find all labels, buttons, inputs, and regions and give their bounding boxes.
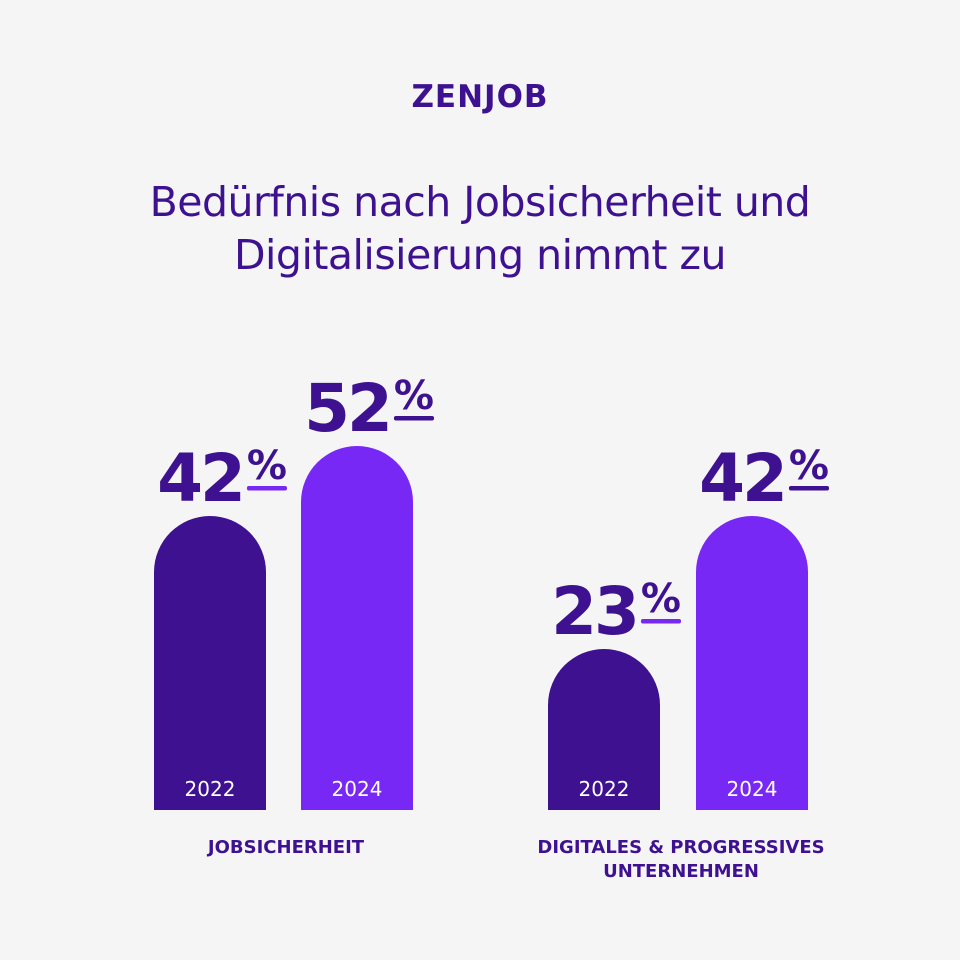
bar-group-2: 2022 23 % 2024 42 % DIGITALES & PROGRESSIVES UN… [537, 440, 830, 882]
data-label-value: 42 [157, 440, 243, 517]
data-label-group: 42% [157, 440, 288, 517]
bar-2024 [696, 516, 808, 810]
chart-title-line-2: Digitalisierung nimmt zu [234, 231, 726, 279]
bar-2022 [548, 649, 660, 810]
bar-2024 [301, 446, 413, 810]
data-label-percent-sign: % [394, 373, 434, 419]
brand-logo: ZENJOB [411, 79, 548, 115]
year-label-2022: 2022 [185, 777, 236, 801]
bar-2022 [154, 516, 266, 810]
year-label-2024: 2024 [332, 777, 383, 801]
category-label-line-1: JOBSICHERHEIT [206, 837, 365, 858]
data-label-percent-sign: % [641, 576, 681, 622]
data-label-value: 52 [304, 370, 390, 447]
data-label-value: 42 [699, 440, 785, 517]
percent-underline [246, 486, 288, 491]
year-label-2024: 2024 [727, 777, 778, 801]
percent-underline [393, 416, 435, 421]
chart-title-line-1: Bedürfnis nach Jobsicherheit und [150, 178, 811, 226]
data-label-group: 52% [304, 370, 435, 447]
percent-underline [788, 486, 830, 491]
year-label-2022: 2022 [579, 777, 630, 801]
bars-layer: 2022 42 % 2024 52 % JOBSICHERHEIT 2022 23 % 2024 42… [154, 370, 830, 882]
percent-underline [640, 619, 682, 624]
data-label-percent-sign: % [789, 443, 829, 489]
data-label-percent-sign: % [247, 443, 287, 489]
data-label-group: 42% [699, 440, 830, 517]
bar-group-1: 2022 42 % 2024 52 % JOBSICHERHEIT [154, 370, 435, 858]
category-label-line-2: UNTERNEHMEN [603, 861, 759, 882]
category-label-line-1: DIGITALES & PROGRESSIVES [537, 837, 824, 858]
data-label-group: 23% [551, 573, 682, 650]
data-label-value: 23 [551, 573, 637, 650]
